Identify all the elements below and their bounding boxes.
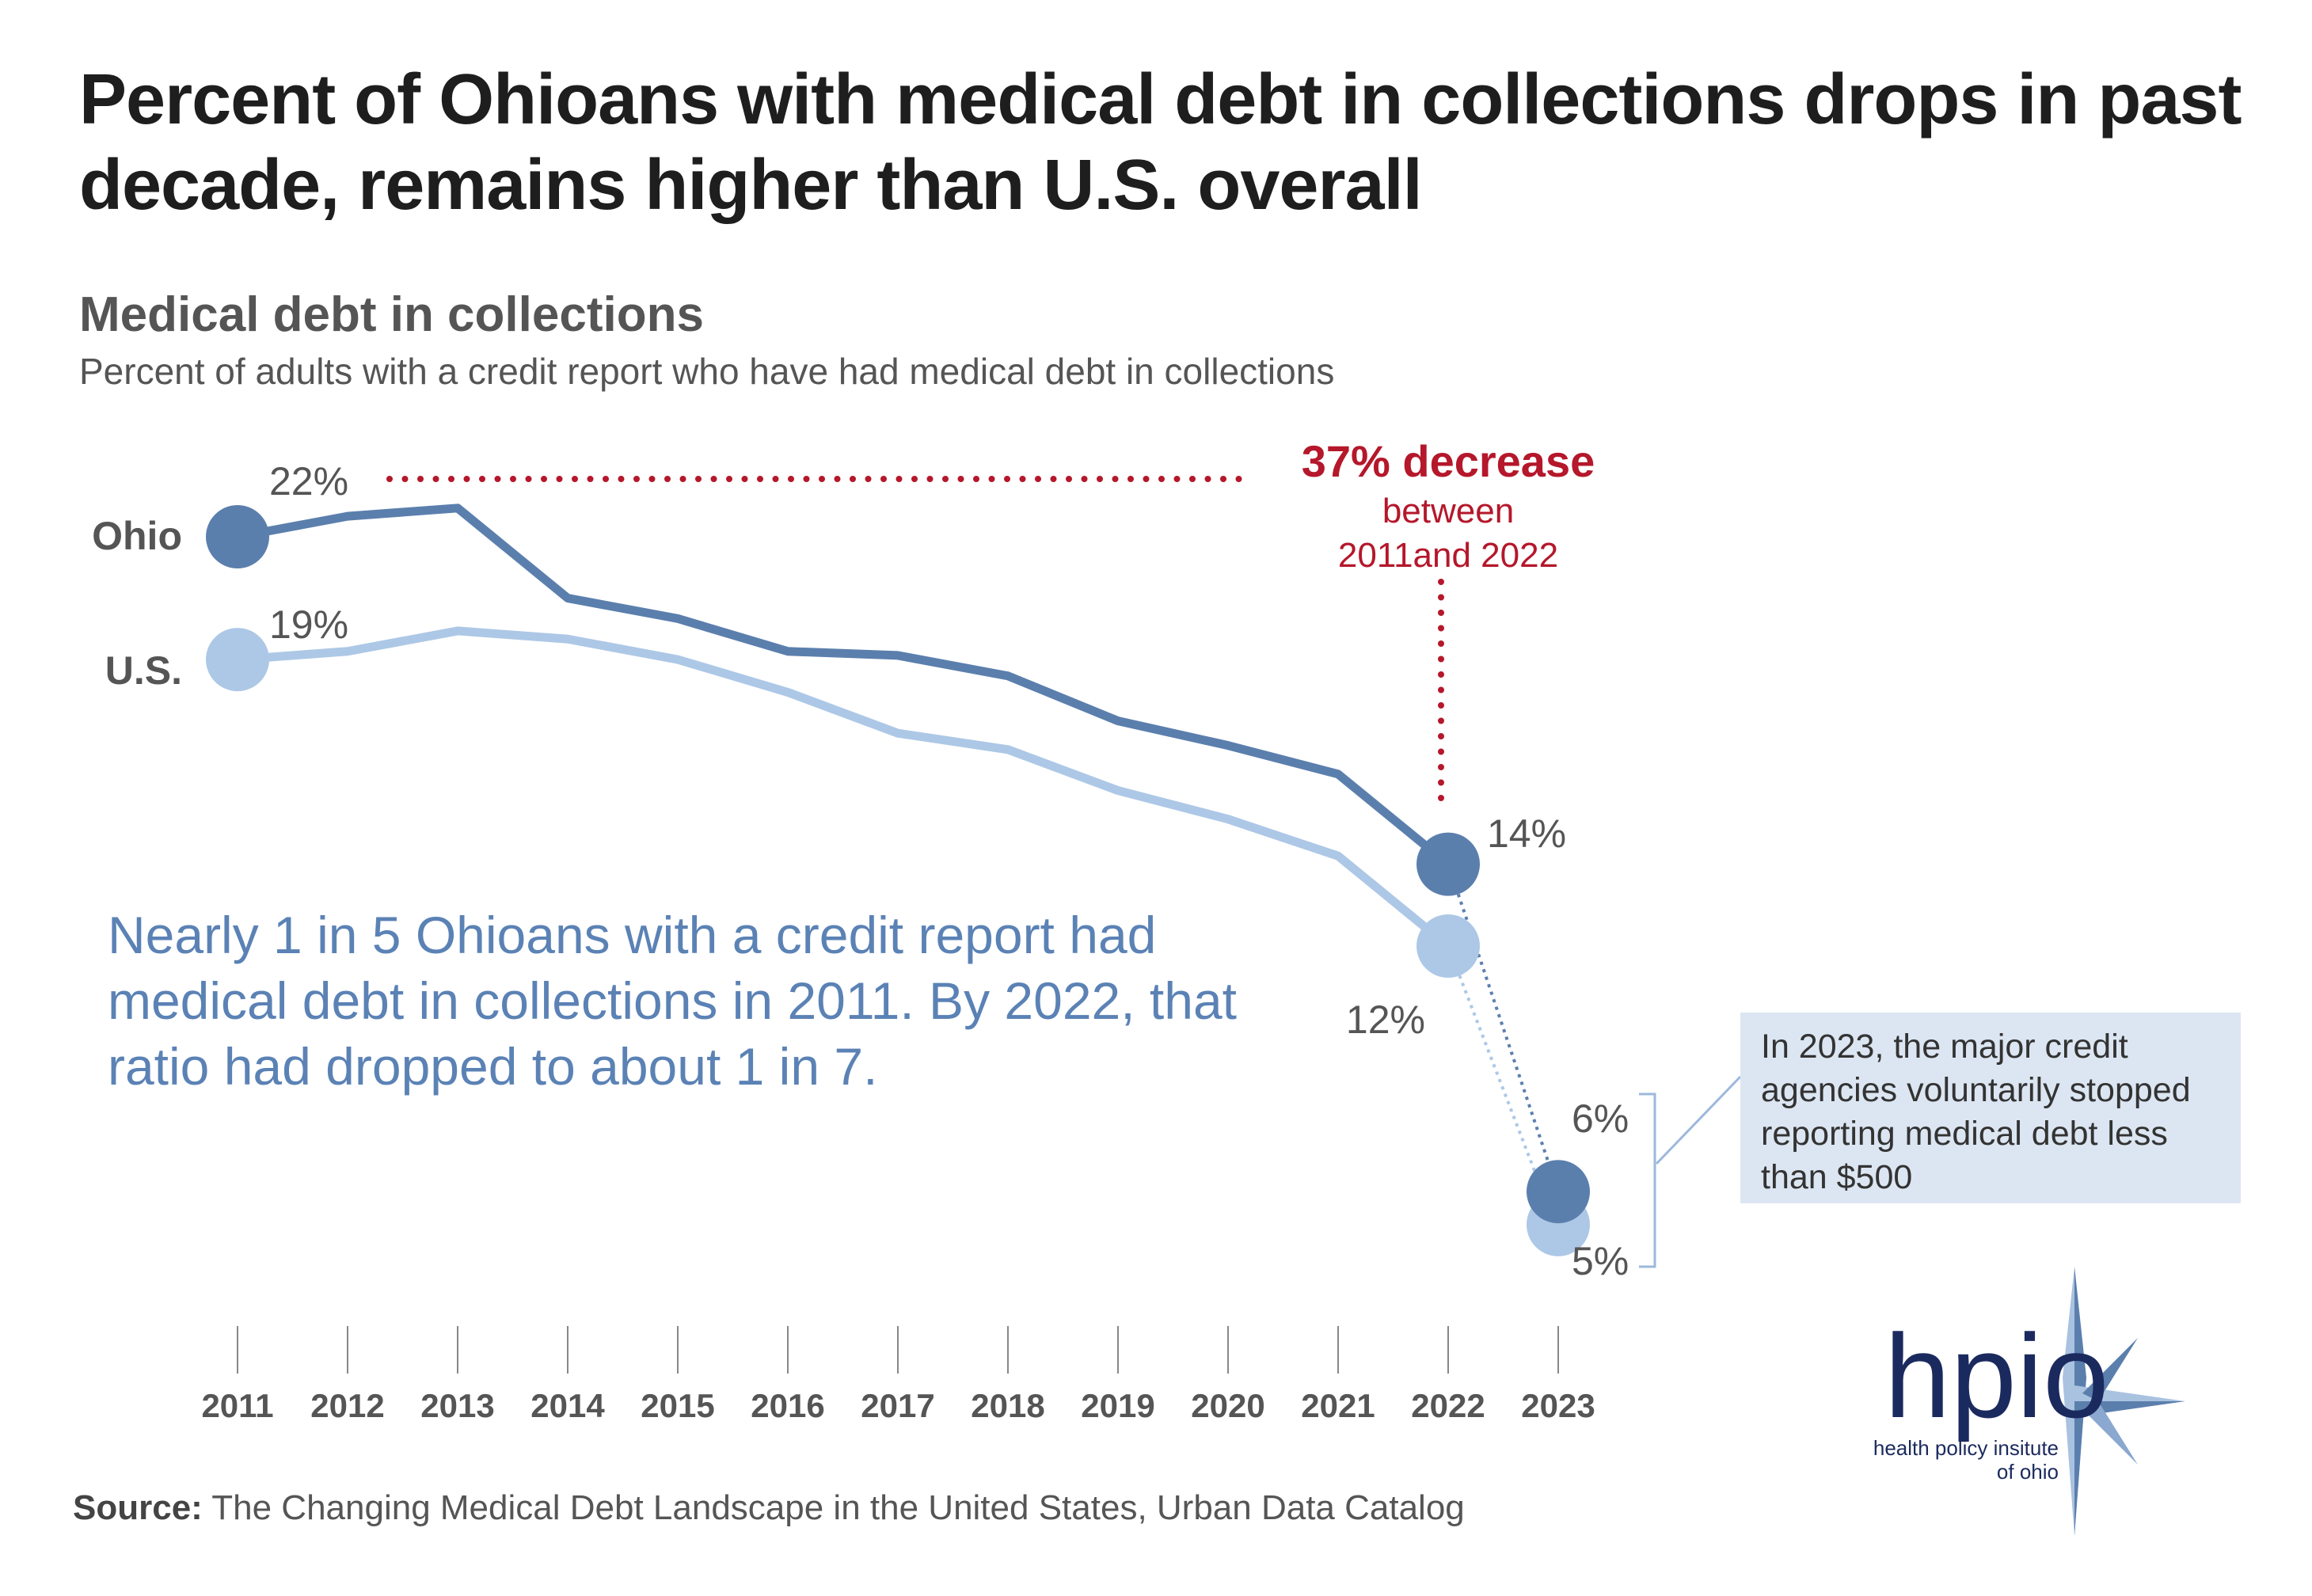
source-text: The Changing Medical Debt Landscape in t…	[202, 1488, 1465, 1527]
logo-line1: health policy insitute	[1873, 1436, 2059, 1460]
hpio-logo: hpio health policy insitute of ohio	[1873, 1267, 2185, 1536]
data-point-ohio	[206, 505, 269, 568]
x-tick-label: 2021	[1301, 1387, 1375, 1424]
data-label-us-2011: 19%	[269, 602, 348, 647]
compass-star-icon	[2063, 1267, 2185, 1536]
series-dotted-segment-ohio	[1447, 863, 1560, 1192]
annotation-line1: between	[1382, 492, 1514, 530]
chart-subtitle: Medical debt in collections	[79, 287, 704, 342]
series-line-us	[237, 626, 1451, 950]
x-tick-label: 2015	[641, 1387, 714, 1424]
chart-description: Percent of adults with a credit report w…	[79, 351, 1335, 392]
logo-wordmark: hpio	[1884, 1309, 2109, 1442]
x-tick-label: 2018	[971, 1387, 1044, 1424]
x-tick-label: 2016	[751, 1387, 824, 1424]
x-tick-label: 2020	[1191, 1387, 1264, 1424]
x-tick-label: 2022	[1411, 1387, 1485, 1424]
series-label-us: U.S.	[105, 648, 182, 693]
data-label-us-2022: 12%	[1346, 998, 1425, 1042]
x-tick-label: 2019	[1081, 1387, 1154, 1424]
annotation-headline: 37% decrease	[1302, 436, 1595, 486]
data-label-us-2023: 5%	[1572, 1239, 1629, 1283]
source-line: Source: The Changing Medical Debt Landsc…	[73, 1488, 1465, 1528]
bracket	[1639, 1092, 1656, 1268]
data-label-ohio-2023: 6%	[1572, 1096, 1629, 1141]
x-tick-label: 2012	[310, 1387, 384, 1424]
x-tick-label: 2023	[1521, 1387, 1595, 1424]
data-point-ohio	[1527, 1160, 1590, 1224]
series-line-ohio	[236, 504, 1451, 868]
data-point-ohio	[1416, 832, 1480, 896]
data-point-us	[1416, 914, 1480, 978]
x-tick-label: 2013	[420, 1387, 494, 1424]
x-tick-label: 2011	[201, 1387, 273, 1424]
logo-line2: of ohio	[1997, 1460, 2059, 1484]
note-box: In 2023, the major credit agencies volun…	[1740, 1013, 2241, 1203]
data-label-ohio-2011: 22%	[269, 459, 348, 504]
x-tick-label: 2014	[530, 1387, 605, 1424]
data-label-ohio-2022: 14%	[1487, 811, 1566, 856]
x-tick-label: 2017	[861, 1387, 934, 1424]
data-point-us	[206, 628, 269, 692]
series-label-ohio: Ohio	[92, 514, 182, 558]
source-label: Source:	[73, 1488, 203, 1527]
chart-title: Percent of Ohioans with medical debt in …	[79, 60, 2242, 225]
callout-text: Nearly 1 in 5 Ohioans with a credit repo…	[108, 906, 1237, 1096]
note-connector-line	[1655, 1075, 1742, 1165]
annotation-line2: 2011and 2022	[1338, 536, 1558, 575]
